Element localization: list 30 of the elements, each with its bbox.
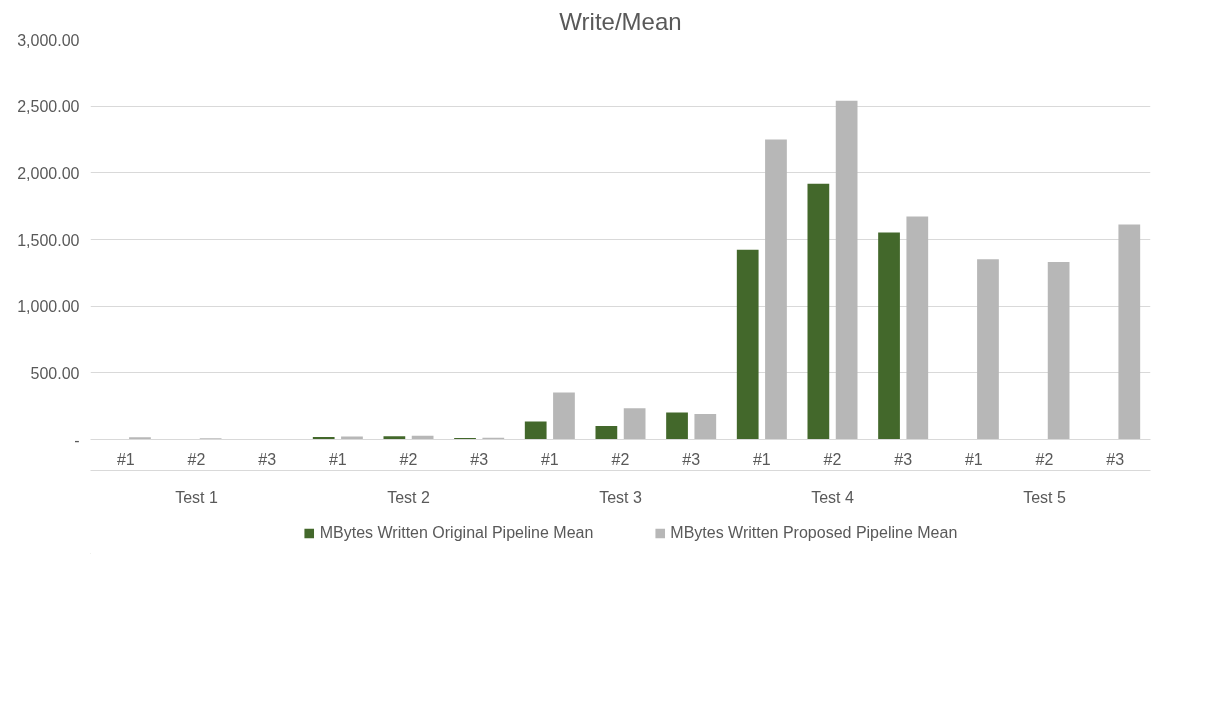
- legend-label: MBytes Written Original Pipeline Mean: [319, 524, 594, 542]
- legend-label: MBytes Written Proposed Pipeline Mean: [670, 524, 958, 542]
- x-tick-label: #2: [399, 450, 418, 468]
- text: Test 4: [811, 488, 854, 506]
- x-tick-label: #3: [470, 450, 489, 468]
- text: Test 2: [387, 488, 430, 506]
- x-tick-label: #3: [682, 450, 701, 468]
- x-tick-label: #2: [823, 450, 842, 468]
- x-tick-label: #1: [752, 450, 771, 468]
- y-tick-label: 500.00: [30, 364, 80, 382]
- x-tick-label: #1: [964, 450, 983, 468]
- y-tick-label: 2,500.00: [17, 98, 80, 116]
- x-tick-label: #3: [1106, 450, 1125, 468]
- y-tick-label: 1,500.00: [17, 231, 80, 249]
- x-tick-label: #1: [116, 450, 135, 468]
- x-tick-label: #2: [611, 450, 630, 468]
- y-tick-label: 2,000.00: [17, 164, 80, 182]
- chart-title: Write/Mean: [559, 7, 682, 35]
- x-tick-label: #3: [894, 450, 913, 468]
- text: Test 3: [599, 488, 642, 506]
- x-tick-label: #3: [258, 450, 277, 468]
- y-tick-label: -: [74, 431, 80, 449]
- text: Test 1: [175, 488, 218, 506]
- x-tick-label: #2: [187, 450, 206, 468]
- y-tick-label: 1,000.00: [17, 298, 80, 316]
- text: Test 5: [1023, 488, 1066, 506]
- x-tick-label: #2: [1035, 450, 1054, 468]
- y-tick-label: 3,000.00: [17, 31, 80, 49]
- x-tick-label: #1: [540, 450, 559, 468]
- x-tick-label: #1: [328, 450, 347, 468]
